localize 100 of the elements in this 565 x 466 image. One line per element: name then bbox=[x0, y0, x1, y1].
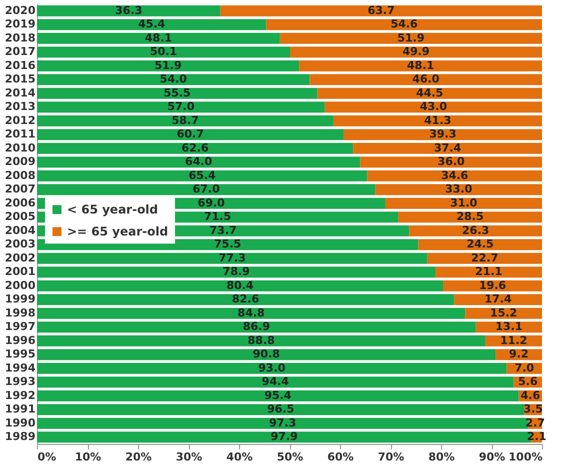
y-tick-label: 2007 bbox=[4, 182, 36, 196]
y-tick-label: 2013 bbox=[4, 100, 36, 114]
y-tick-label: 2010 bbox=[4, 141, 36, 154]
data-label: 45.4 bbox=[138, 18, 166, 31]
data-label: 37.4 bbox=[434, 141, 462, 154]
data-label: 11.2 bbox=[500, 334, 528, 347]
y-tick-label: 1995 bbox=[4, 348, 36, 361]
data-label: 48.1 bbox=[406, 58, 434, 72]
y-tick-label: 2008 bbox=[4, 168, 36, 182]
data-label: 64.0 bbox=[185, 155, 213, 168]
data-label: 77.3 bbox=[218, 251, 246, 264]
x-tick-label: 30% bbox=[176, 450, 202, 464]
y-tick-label: 2011 bbox=[4, 128, 36, 141]
data-label: 9.2 bbox=[509, 348, 529, 361]
y-tick-label: 2003 bbox=[4, 238, 36, 251]
y-tick-label: 2016 bbox=[4, 58, 36, 72]
data-label: 65.4 bbox=[188, 168, 216, 182]
y-tick-label: 1998 bbox=[4, 306, 36, 320]
y-tick-label: 1989 bbox=[4, 430, 36, 444]
y-tick-label: 2005 bbox=[4, 210, 36, 224]
y-tick-label: 1994 bbox=[4, 361, 36, 374]
data-label: 15.2 bbox=[490, 306, 518, 320]
data-label: 62.6 bbox=[181, 141, 209, 154]
data-label: 54.0 bbox=[160, 72, 188, 86]
y-tick-label: 2009 bbox=[4, 155, 36, 168]
y-tick-label: 2015 bbox=[4, 72, 36, 86]
data-label: 67.0 bbox=[192, 182, 220, 196]
data-label: 88.8 bbox=[248, 334, 275, 347]
data-label: 95.4 bbox=[264, 388, 292, 402]
data-label: 13.1 bbox=[495, 320, 522, 334]
x-tick-label: 40% bbox=[226, 450, 253, 464]
data-label: 26.3 bbox=[462, 224, 490, 237]
y-tick-label: 2012 bbox=[4, 114, 36, 127]
y-tick-label: 2002 bbox=[4, 251, 36, 264]
data-label: 41.3 bbox=[424, 114, 452, 127]
data-label: 50.1 bbox=[150, 45, 178, 58]
y-tick-label: 1992 bbox=[4, 388, 36, 402]
y-tick-label: 2001 bbox=[4, 265, 36, 278]
y-tick-label: 2014 bbox=[4, 86, 36, 100]
data-label: 36.0 bbox=[438, 155, 466, 168]
x-tick-label: 20% bbox=[125, 450, 152, 464]
data-label: 54.6 bbox=[390, 18, 418, 31]
data-label: 73.7 bbox=[210, 224, 237, 237]
x-tick-label: 10% bbox=[74, 450, 102, 464]
data-label: 51.9 bbox=[397, 31, 425, 44]
data-label: 90.8 bbox=[252, 348, 280, 361]
data-label: 86.9 bbox=[242, 320, 270, 334]
data-label: 34.6 bbox=[441, 168, 469, 182]
data-label: 71.5 bbox=[204, 210, 232, 224]
x-tick-label: 60% bbox=[327, 450, 354, 464]
y-tick-label: 1993 bbox=[4, 375, 36, 388]
data-label: 93.0 bbox=[258, 361, 286, 374]
y-tick-label: 1991 bbox=[4, 402, 36, 416]
data-label: 17.4 bbox=[484, 292, 512, 306]
data-label: 21.1 bbox=[475, 265, 502, 278]
x-tick-label: 70% bbox=[378, 450, 404, 464]
data-label: 36.3 bbox=[115, 4, 142, 17]
y-tick-label: 2000 bbox=[4, 278, 36, 292]
data-label: 57.0 bbox=[167, 100, 195, 114]
x-tick-label: 0% bbox=[38, 450, 56, 464]
data-label: 33.0 bbox=[445, 182, 473, 196]
data-label: 94.4 bbox=[262, 375, 290, 388]
data-label: 69.0 bbox=[198, 196, 226, 210]
y-tick-label: 1990 bbox=[4, 416, 36, 430]
y-tick-label: 1999 bbox=[4, 292, 36, 306]
y-tick-label: 2017 bbox=[4, 45, 36, 58]
data-label: 48.1 bbox=[144, 31, 172, 44]
data-label: 19.6 bbox=[478, 278, 506, 292]
data-label: 80.4 bbox=[226, 278, 254, 292]
y-tick-label: 2019 bbox=[4, 18, 36, 31]
data-label: 39.3 bbox=[429, 128, 456, 141]
data-label: 63.7 bbox=[368, 4, 395, 17]
data-label: 78.9 bbox=[222, 265, 250, 278]
x-tick-label: 100% bbox=[508, 450, 542, 464]
data-label: 84.8 bbox=[238, 306, 265, 320]
data-label: 75.5 bbox=[214, 238, 242, 251]
data-label: 96.5 bbox=[267, 402, 294, 416]
data-label: 44.5 bbox=[416, 86, 444, 100]
data-label: 7.0 bbox=[514, 361, 534, 374]
data-label: 22.7 bbox=[471, 251, 498, 264]
data-label: 58.7 bbox=[172, 114, 199, 127]
x-tick-label: 80% bbox=[428, 450, 455, 464]
data-label: 49.9 bbox=[402, 45, 430, 58]
data-label: 51.9 bbox=[154, 58, 182, 72]
y-tick-label: 2020 bbox=[4, 4, 36, 17]
x-tick-label: 90% bbox=[478, 450, 506, 464]
x-tick-label: 50% bbox=[276, 450, 304, 464]
data-label: 5.6 bbox=[518, 375, 538, 388]
data-label: 97.3 bbox=[269, 416, 296, 430]
y-tick-label: 2004 bbox=[4, 224, 36, 237]
legend-label: < 65 year-old bbox=[67, 202, 158, 217]
y-tick-label: 2006 bbox=[4, 196, 36, 210]
data-label: 97.9 bbox=[270, 430, 298, 444]
legend-label: >= 65 year-old bbox=[67, 224, 168, 239]
data-label: 24.5 bbox=[466, 238, 494, 251]
data-label: 28.5 bbox=[456, 210, 484, 224]
data-label: 46.0 bbox=[412, 72, 440, 86]
data-label: 60.7 bbox=[176, 128, 204, 141]
y-tick-label: 1997 bbox=[4, 320, 36, 334]
y-tick-label: 2018 bbox=[4, 31, 36, 44]
